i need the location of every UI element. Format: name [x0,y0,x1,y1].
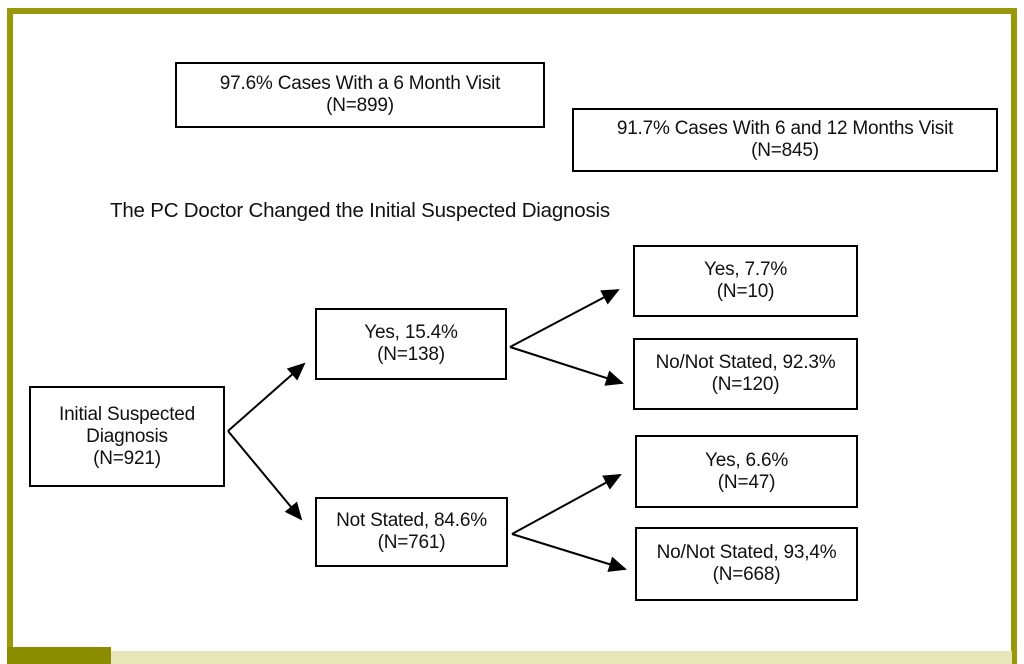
node-changed-yes: Yes, 15.4% (N=138) [315,308,507,380]
node-line: Yes, 6.6% [704,449,789,471]
summary-box-6-month-visit: 97.6% Cases With a 6 Month Visit (N=899) [175,62,545,128]
node-n: (N=921) [93,447,161,469]
node-line: Yes, 7.7% [703,259,788,280]
summary-box-line: 97.6% Cases With a 6 Month Visit [219,73,501,94]
node-n: (N=120) [711,374,780,395]
summary-box-line: 91.7% Cases With 6 and 12 Months Visit [616,118,954,139]
node-initial-suspected-diagnosis: Initial Suspected Diagnosis (N=921) [29,386,225,487]
node-changed-not-stated: Not Stated, 84.6% (N=761) [315,497,508,567]
node-n: (N=668) [712,564,781,585]
node-line: Yes, 15.4% [364,322,458,343]
node-line: Initial Suspected [58,403,196,425]
summary-box-n: (N=899) [326,95,394,116]
section-heading: The PC Doctor Changed the Initial Suspec… [110,199,610,222]
slide-frame-border [7,8,1017,664]
node-line: Diagnosis [86,425,168,447]
node-line: No/Not Stated, 93,4% [656,542,837,563]
footer-accent-bar-light [111,651,1012,664]
node-n: (N=138) [377,344,445,365]
node-yes-7-7: Yes, 7.7% (N=10) [633,245,858,317]
node-n: (N=47) [717,471,776,493]
node-yes-6-6: Yes, 6.6% (N=47) [635,435,858,508]
node-line: Not Stated, 84.6% [336,510,487,531]
summary-box-6-and-12-month-visit: 91.7% Cases With 6 and 12 Months Visit (… [572,108,998,172]
summary-box-n: (N=845) [751,140,819,161]
node-no-not-stated-92-3: No/Not Stated, 92.3% (N=120) [633,338,858,410]
footer-accent-bar-dark [7,647,111,664]
node-no-not-stated-93-4: No/Not Stated, 93,4% (N=668) [635,527,858,601]
node-line: No/Not Stated, 92.3% [655,352,836,373]
node-n: (N=761) [377,532,446,553]
node-n: (N=10) [716,281,775,302]
